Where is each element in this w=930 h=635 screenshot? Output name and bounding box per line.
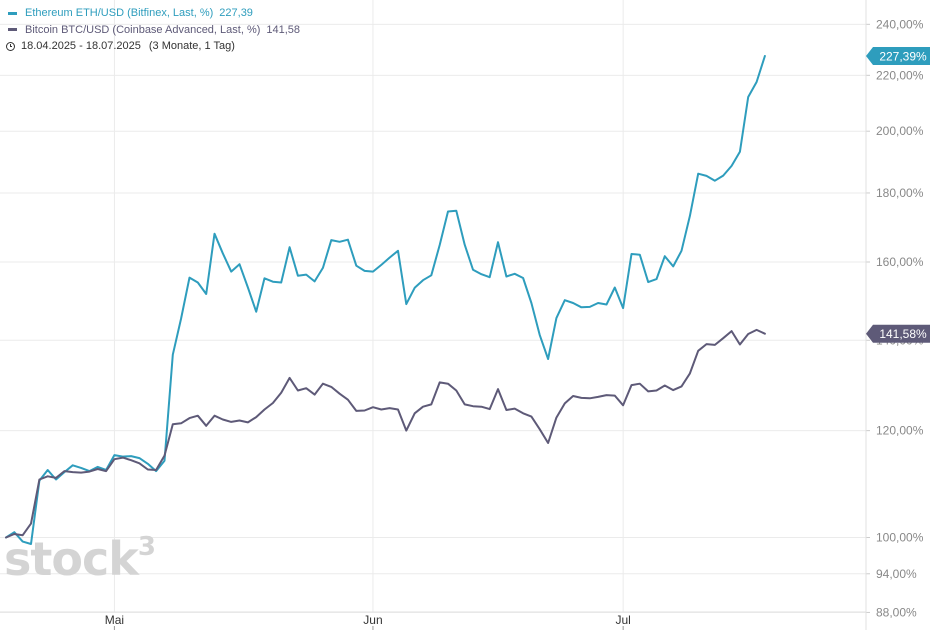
legend-date-range[interactable]: 18.04.2025 - 18.07.2025 (3 Monate, 1 Tag…: [6, 38, 300, 55]
y-tick-label: 94,00%: [876, 567, 917, 581]
chart-legend: Ethereum ETH/USD (Bitfinex, Last, %) 227…: [6, 5, 300, 55]
legend-eth-value: 227,39: [219, 7, 253, 19]
value-badge-label: 227,39%: [879, 49, 927, 63]
y-tick-label: 100,00%: [876, 531, 924, 545]
legend-item-btc[interactable]: Bitcoin BTC/USD (Coinbase Advanced, Last…: [6, 22, 300, 39]
x-tick-label: Jun: [363, 613, 382, 627]
legend-btc-value: 141,58: [266, 23, 301, 36]
legend-btc-label: Bitcoin BTC/USD (Coinbase Advanced, Last…: [25, 23, 261, 36]
value-badge-shape: [866, 324, 930, 343]
value-badge-label: 141,58%: [879, 327, 927, 341]
date-span-text: (3 Monate, 1 Tag): [148, 40, 235, 52]
y-tick-label: 120,00%: [876, 424, 924, 438]
clock-icon: [6, 41, 15, 51]
eth-last-value-badge: 227,39%: [866, 46, 930, 65]
y-tick-label: 88,00%: [876, 605, 917, 619]
legend-item-eth[interactable]: Ethereum ETH/USD (Bitfinex, Last, %) 227…: [6, 5, 300, 22]
eth-swatch-icon: [8, 11, 17, 15]
x-tick-label: Mai: [105, 613, 124, 627]
stock3-watermark: stock3: [4, 531, 156, 586]
eth-series-line: [5, 55, 766, 545]
btc-last-value-badge: 141,58%: [866, 324, 930, 343]
legend-eth-label: Ethereum ETH/USD (Bitfinex, Last, %): [25, 7, 214, 19]
date-range-text: 18.04.2025 - 18.07.2025: [21, 40, 141, 52]
watermark-sup: 3: [137, 531, 156, 562]
value-badge-shape: [866, 46, 930, 65]
y-tick-label: 240,00%: [876, 17, 924, 31]
watermark-text: stock: [4, 532, 139, 586]
y-tick-label: 220,00%: [876, 68, 924, 82]
y-tick-label: 160,00%: [876, 255, 924, 269]
x-tick-label: Jul: [615, 613, 630, 627]
btc-series-line: [5, 328, 766, 539]
btc-swatch-icon: [8, 28, 17, 32]
y-tick-label: 200,00%: [876, 124, 924, 138]
y-tick-label: 180,00%: [876, 186, 924, 200]
